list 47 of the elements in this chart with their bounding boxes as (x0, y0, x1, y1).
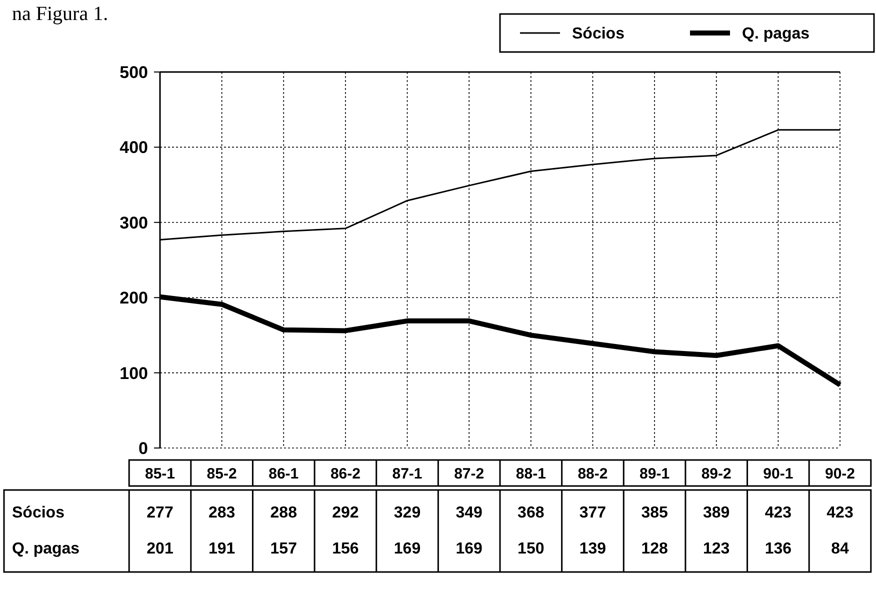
data-label: 288 (270, 504, 298, 522)
data-label: 128 (641, 540, 668, 558)
data-label: 349 (456, 504, 483, 522)
y-tick-label: 200 (120, 288, 148, 308)
data-label: 136 (764, 540, 792, 558)
y-tick-label: 100 (120, 364, 148, 383)
data-label: 123 (703, 540, 730, 558)
x-tick-label: 85-1 (144, 465, 176, 482)
data-label: 389 (703, 504, 730, 522)
text: Q. pagas (12, 540, 80, 558)
y-tick-label: 0 (138, 438, 148, 458)
x-tick-label: 85-2 (206, 465, 237, 482)
data-label: 139 (579, 540, 606, 558)
y-tick-label: 400 (120, 138, 148, 158)
x-tick-label: 89-1 (640, 465, 670, 482)
data-label: 169 (394, 540, 421, 558)
text: na Figura 1. (12, 3, 108, 25)
x-tick-label: 86-2 (330, 465, 360, 482)
x-tick-label: 89-2 (701, 465, 732, 482)
data-label: 157 (270, 540, 298, 558)
x-tick-label: 90-2 (824, 465, 856, 482)
x-tick-label: 88-2 (578, 465, 608, 482)
data-label: 368 (518, 504, 544, 522)
y-tick-label: 300 (120, 213, 148, 232)
data-label: 423 (826, 504, 854, 522)
data-label: 423 (764, 504, 792, 522)
data-label: 283 (208, 504, 236, 522)
data-label: 201 (146, 540, 174, 558)
x-tick-label: 90-1 (763, 465, 794, 482)
data-label: 292 (332, 504, 359, 522)
text: Sócios (12, 504, 64, 522)
x-tick-label: 88-1 (516, 465, 546, 482)
data-label: 156 (332, 540, 359, 558)
legend-label: Sócios (572, 26, 625, 43)
x-tick-label: 86-1 (268, 465, 299, 482)
data-label: 329 (394, 504, 421, 522)
data-label: 84 (831, 540, 849, 558)
data-label: 150 (518, 540, 544, 558)
x-tick-label: 87-1 (392, 465, 422, 482)
legend-label: Q. pagas (742, 26, 810, 43)
data-label: 191 (208, 540, 236, 558)
y-tick-label: 500 (120, 62, 148, 82)
x-tick-label: 87-2 (454, 465, 484, 482)
data-label: 377 (579, 504, 606, 522)
data-label: 277 (146, 504, 174, 522)
data-label: 385 (641, 504, 668, 522)
data-label: 169 (456, 540, 483, 558)
